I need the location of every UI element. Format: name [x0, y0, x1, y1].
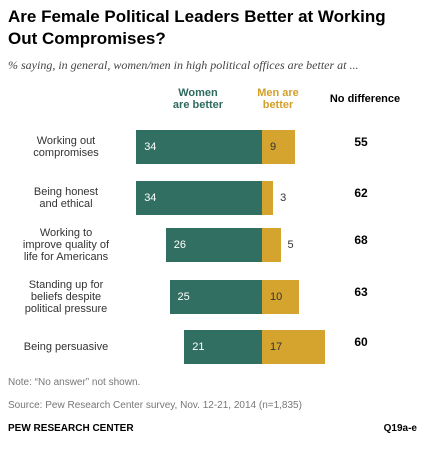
category-label: Being persuasive	[23, 341, 109, 353]
bar-men: 3	[262, 181, 286, 215]
chart-row: Being honest and ethical 34 3 62	[0, 181, 425, 215]
data-label-no-difference: 63	[354, 285, 368, 299]
category-label: Being honest and ethical	[33, 186, 99, 210]
data-label-men: 10	[270, 291, 283, 303]
bar-women: 25	[169, 280, 262, 314]
chart-note: Note: “No answer” not shown.	[8, 377, 141, 388]
data-label-men: 5	[287, 239, 294, 251]
chart-row: Working to improve quality of life for A…	[0, 227, 425, 263]
bar-women: 34	[136, 130, 262, 164]
question-code: Q19a-e	[383, 423, 417, 434]
legend-women: Women are better	[172, 87, 224, 111]
data-label-men: 3	[280, 192, 287, 204]
category-label: Working out compromises	[33, 135, 99, 159]
category-label: Working to improve quality of life for A…	[22, 227, 110, 263]
data-label-women: 25	[177, 291, 190, 303]
bar-women: 21	[184, 330, 262, 364]
data-label-no-difference: 62	[354, 186, 368, 200]
data-label-men: 9	[270, 141, 277, 153]
legend-no-difference: No difference	[329, 93, 401, 105]
chart-row: Being persuasive 21 17 60	[0, 330, 425, 364]
chart-source: Source: Pew Research Center survey, Nov.…	[8, 400, 302, 411]
data-label-women: 34	[144, 141, 157, 153]
data-label-women: 26	[173, 239, 187, 251]
category-label: Standing up for beliefs despite politica…	[24, 279, 108, 315]
chart-title: Are Female Political Leaders Better at W…	[8, 7, 386, 48]
bar-women: 34	[136, 181, 262, 215]
legend-men: Men are better	[257, 87, 299, 111]
footer-credit: PEW RESEARCH CENTER	[8, 423, 134, 434]
chart-subtitle: % saying, in general, women/men in high …	[8, 58, 359, 72]
data-label-no-difference: 68	[354, 233, 368, 247]
bar-men: 9	[262, 130, 296, 164]
data-label-women: 34	[144, 192, 157, 204]
bar-men: 5	[262, 228, 294, 262]
chart-row: Working out compromises 34 9 55	[0, 130, 425, 164]
bar-men: 17	[262, 330, 325, 364]
bar-women: 26	[165, 228, 262, 262]
chart-row: Standing up for beliefs despite politica…	[0, 279, 425, 315]
data-label-women: 21	[192, 341, 205, 353]
data-label-men: 17	[270, 341, 283, 353]
bar-men: 10	[262, 280, 299, 314]
data-label-no-difference: 55	[354, 135, 368, 149]
data-label-no-difference: 60	[354, 335, 368, 349]
